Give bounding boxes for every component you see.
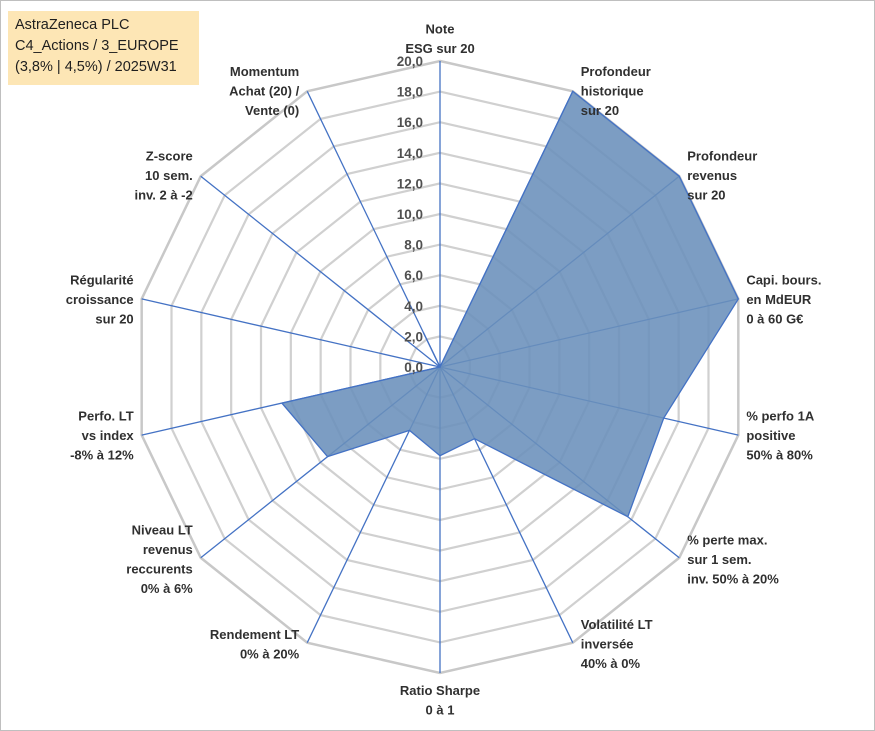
axis-label-line: inv. 50% à 20% — [687, 571, 779, 586]
axis-label-line: 40% à 0% — [581, 656, 641, 671]
tick-label: 6,0 — [404, 268, 423, 283]
tick-label: 18,0 — [397, 85, 423, 100]
axis-label-line: % perfo 1A — [746, 409, 815, 424]
axis-label-line: croissance — [66, 292, 134, 307]
axis-label-line: vs index — [82, 428, 135, 443]
axis-label-line: Momentum — [230, 64, 299, 79]
info-category: C4_Actions / 3_EUROPE — [15, 38, 179, 54]
tick-label: 16,0 — [397, 115, 423, 130]
axis-label-line: sur 1 sem. — [687, 552, 751, 567]
axis-label-line: -8% à 12% — [70, 448, 134, 463]
axis-spoke — [141, 298, 441, 368]
axis-label-line: 10 sem. — [145, 168, 193, 183]
axis-label: Perfo. LT vs index -8% à 12% — [70, 409, 134, 463]
axis-label-line: sur 20 — [581, 103, 619, 118]
axis-label: Profondeur revenus sur 20 — [687, 149, 757, 203]
axis-label-line: Régularité — [70, 272, 134, 287]
axis-label-line: sur 20 — [687, 188, 725, 203]
radar-series — [280, 90, 740, 518]
radar-ticks: 0,0 2,0 4,0 6,0 8,0 10,0 12,0 14,0 16,0 18,0 20,0 — [397, 54, 423, 375]
axis-label: Capi. bours. en MdEUR 0 à 60 G€ — [746, 272, 821, 326]
axis-label-line: reccurents — [126, 562, 192, 577]
axis-spoke — [200, 175, 441, 368]
axis-label-line: en MdEUR — [746, 292, 812, 307]
info-company: AstraZeneca PLC — [15, 17, 130, 33]
axis-label-line: historique — [581, 83, 644, 98]
tick-label: 2,0 — [404, 329, 423, 344]
axis-label-line: Note — [426, 22, 455, 37]
axis-label-line: Profondeur — [581, 64, 651, 79]
axis-label-line: Profondeur — [687, 149, 757, 164]
axis-label: % perfo 1A positive 50% à 80% — [746, 409, 815, 463]
axis-label: Profondeur historique sur 20 — [581, 64, 651, 118]
axis-label-line: 0 à 1 — [426, 703, 455, 718]
info-period: (3,8% | 4,5%) / 2025W31 — [15, 59, 177, 75]
axis-label-line: Z-score — [146, 149, 193, 164]
axis-label-line: Volatilité LT — [581, 617, 653, 632]
axis-label-line: Rendement LT — [210, 627, 299, 642]
tick-label: 4,0 — [404, 299, 423, 314]
axis-label-line: Capi. bours. — [746, 272, 821, 287]
axis-label-line: Niveau LT — [132, 523, 193, 538]
tick-label: 10,0 — [397, 207, 423, 222]
axis-label-line: 50% à 80% — [746, 448, 813, 463]
axis-label-line: 0 à 60 G€ — [746, 311, 803, 326]
axis-label-line: revenus — [143, 542, 193, 557]
axis-label-line: ESG sur 20 — [405, 41, 474, 56]
radar-axis-labels: Note ESG sur 20 Profondeur historique sur 20… — [66, 22, 822, 718]
info-box: AstraZeneca PLC C4_Actions / 3_EUROPE (3… — [8, 11, 199, 85]
axis-label-line: Achat (20) / — [229, 83, 299, 98]
tick-label: 8,0 — [404, 238, 423, 253]
tick-label: 20,0 — [397, 54, 423, 69]
axis-label-line: sur 20 — [95, 311, 133, 326]
axis-label-line: Vente (0) — [245, 103, 299, 118]
axis-label-line: 0% à 6% — [141, 581, 193, 596]
axis-label: Note ESG sur 20 — [405, 22, 474, 57]
tick-label: 12,0 — [397, 176, 423, 191]
axis-label-line: % perte max. — [687, 532, 767, 547]
axis-label: Ratio Sharpe 0 à 1 — [400, 683, 480, 718]
axis-label: Régularité croissance sur 20 — [66, 272, 134, 326]
axis-label-line: inv. 2 à -2 — [134, 188, 192, 203]
axis-label-line: Ratio Sharpe — [400, 683, 480, 698]
axis-label-line: Perfo. LT — [78, 409, 133, 424]
series-area — [280, 90, 740, 518]
axis-label-line: inversée — [581, 637, 634, 652]
axis-label: Momentum Achat (20) / Vente (0) — [229, 64, 299, 118]
axis-label-line: positive — [746, 428, 795, 443]
axis-label: % perte max. sur 1 sem. inv. 50% à 20% — [687, 532, 779, 586]
tick-label: 0,0 — [404, 360, 423, 375]
axis-label: Rendement LT 0% à 20% — [210, 627, 300, 662]
axis-spoke — [306, 91, 441, 368]
axis-label: Z-score 10 sem. inv. 2 à -2 — [134, 149, 192, 203]
axis-label-line: 0% à 20% — [240, 646, 300, 661]
axis-label: Volatilité LT inversée 40% à 0% — [581, 617, 653, 671]
axis-label-line: revenus — [687, 168, 737, 183]
axis-label: Niveau LT revenus reccurents 0% à 6% — [126, 523, 193, 597]
tick-label: 14,0 — [397, 146, 423, 161]
